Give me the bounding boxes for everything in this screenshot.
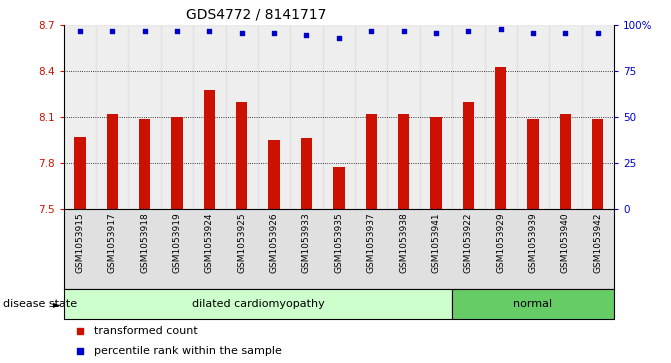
Bar [171, 117, 183, 209]
Bar [161, 25, 193, 209]
Bar [560, 114, 571, 209]
Text: GSM1053942: GSM1053942 [593, 213, 603, 273]
Point [495, 26, 506, 32]
Point [301, 32, 312, 37]
Bar [74, 137, 86, 209]
Text: dilated cardiomyopathy: dilated cardiomyopathy [191, 299, 324, 309]
Text: GSM1053941: GSM1053941 [431, 213, 440, 273]
Bar [193, 25, 225, 209]
Bar [517, 25, 550, 209]
Point [431, 30, 442, 36]
Point [398, 28, 409, 34]
Bar [452, 289, 614, 319]
Text: ►: ► [53, 299, 60, 309]
Bar [420, 25, 452, 209]
Point [560, 30, 571, 36]
Point [592, 30, 603, 36]
Text: GSM1053929: GSM1053929 [496, 213, 505, 273]
Text: GSM1053915: GSM1053915 [75, 213, 85, 273]
Point [333, 35, 344, 41]
Bar [387, 25, 420, 209]
Bar [582, 25, 614, 209]
Text: normal: normal [513, 299, 553, 309]
Bar [495, 67, 507, 209]
Bar [258, 25, 291, 209]
Bar [333, 167, 344, 209]
Bar [128, 25, 161, 209]
Point [527, 30, 538, 36]
Bar [355, 25, 387, 209]
Text: GSM1053938: GSM1053938 [399, 213, 408, 273]
Text: GSM1053937: GSM1053937 [367, 213, 376, 273]
Text: GSM1053917: GSM1053917 [108, 213, 117, 273]
Bar [225, 25, 258, 209]
Point [484, 82, 495, 88]
Bar [139, 119, 150, 209]
Point [366, 28, 376, 34]
Bar [64, 289, 452, 319]
Text: GSM1053919: GSM1053919 [172, 213, 182, 273]
Bar [463, 102, 474, 209]
Bar [268, 140, 280, 209]
Bar [64, 25, 96, 209]
Point [107, 28, 117, 34]
Bar [366, 114, 377, 209]
Bar [236, 102, 248, 209]
Bar [484, 25, 517, 209]
Text: GSM1053933: GSM1053933 [302, 213, 311, 273]
Point [172, 28, 183, 34]
Bar [527, 119, 539, 209]
Text: disease state: disease state [3, 299, 77, 309]
Point [74, 28, 85, 34]
Text: GSM1053926: GSM1053926 [270, 213, 278, 273]
Text: GSM1053924: GSM1053924 [205, 213, 214, 273]
Point [269, 30, 280, 36]
Point [236, 30, 247, 36]
Point [484, 264, 495, 270]
Title: GDS4772 / 8141717: GDS4772 / 8141717 [186, 7, 327, 21]
Bar [323, 25, 355, 209]
Text: GSM1053940: GSM1053940 [561, 213, 570, 273]
Text: transformed count: transformed count [94, 326, 198, 337]
Bar [592, 119, 603, 209]
Bar [398, 114, 409, 209]
Text: GSM1053939: GSM1053939 [529, 213, 537, 273]
Bar [107, 114, 118, 209]
Point [140, 28, 150, 34]
Text: GSM1053918: GSM1053918 [140, 213, 149, 273]
Bar [204, 90, 215, 209]
Bar [550, 25, 582, 209]
Point [204, 28, 215, 34]
Bar [301, 138, 312, 209]
Text: GSM1053922: GSM1053922 [464, 213, 473, 273]
Text: GSM1053925: GSM1053925 [238, 213, 246, 273]
Bar [430, 117, 442, 209]
Point [463, 28, 474, 34]
Bar [96, 25, 128, 209]
Bar [452, 25, 484, 209]
Text: GSM1053935: GSM1053935 [334, 213, 344, 273]
Bar [291, 25, 323, 209]
Text: percentile rank within the sample: percentile rank within the sample [94, 346, 282, 356]
